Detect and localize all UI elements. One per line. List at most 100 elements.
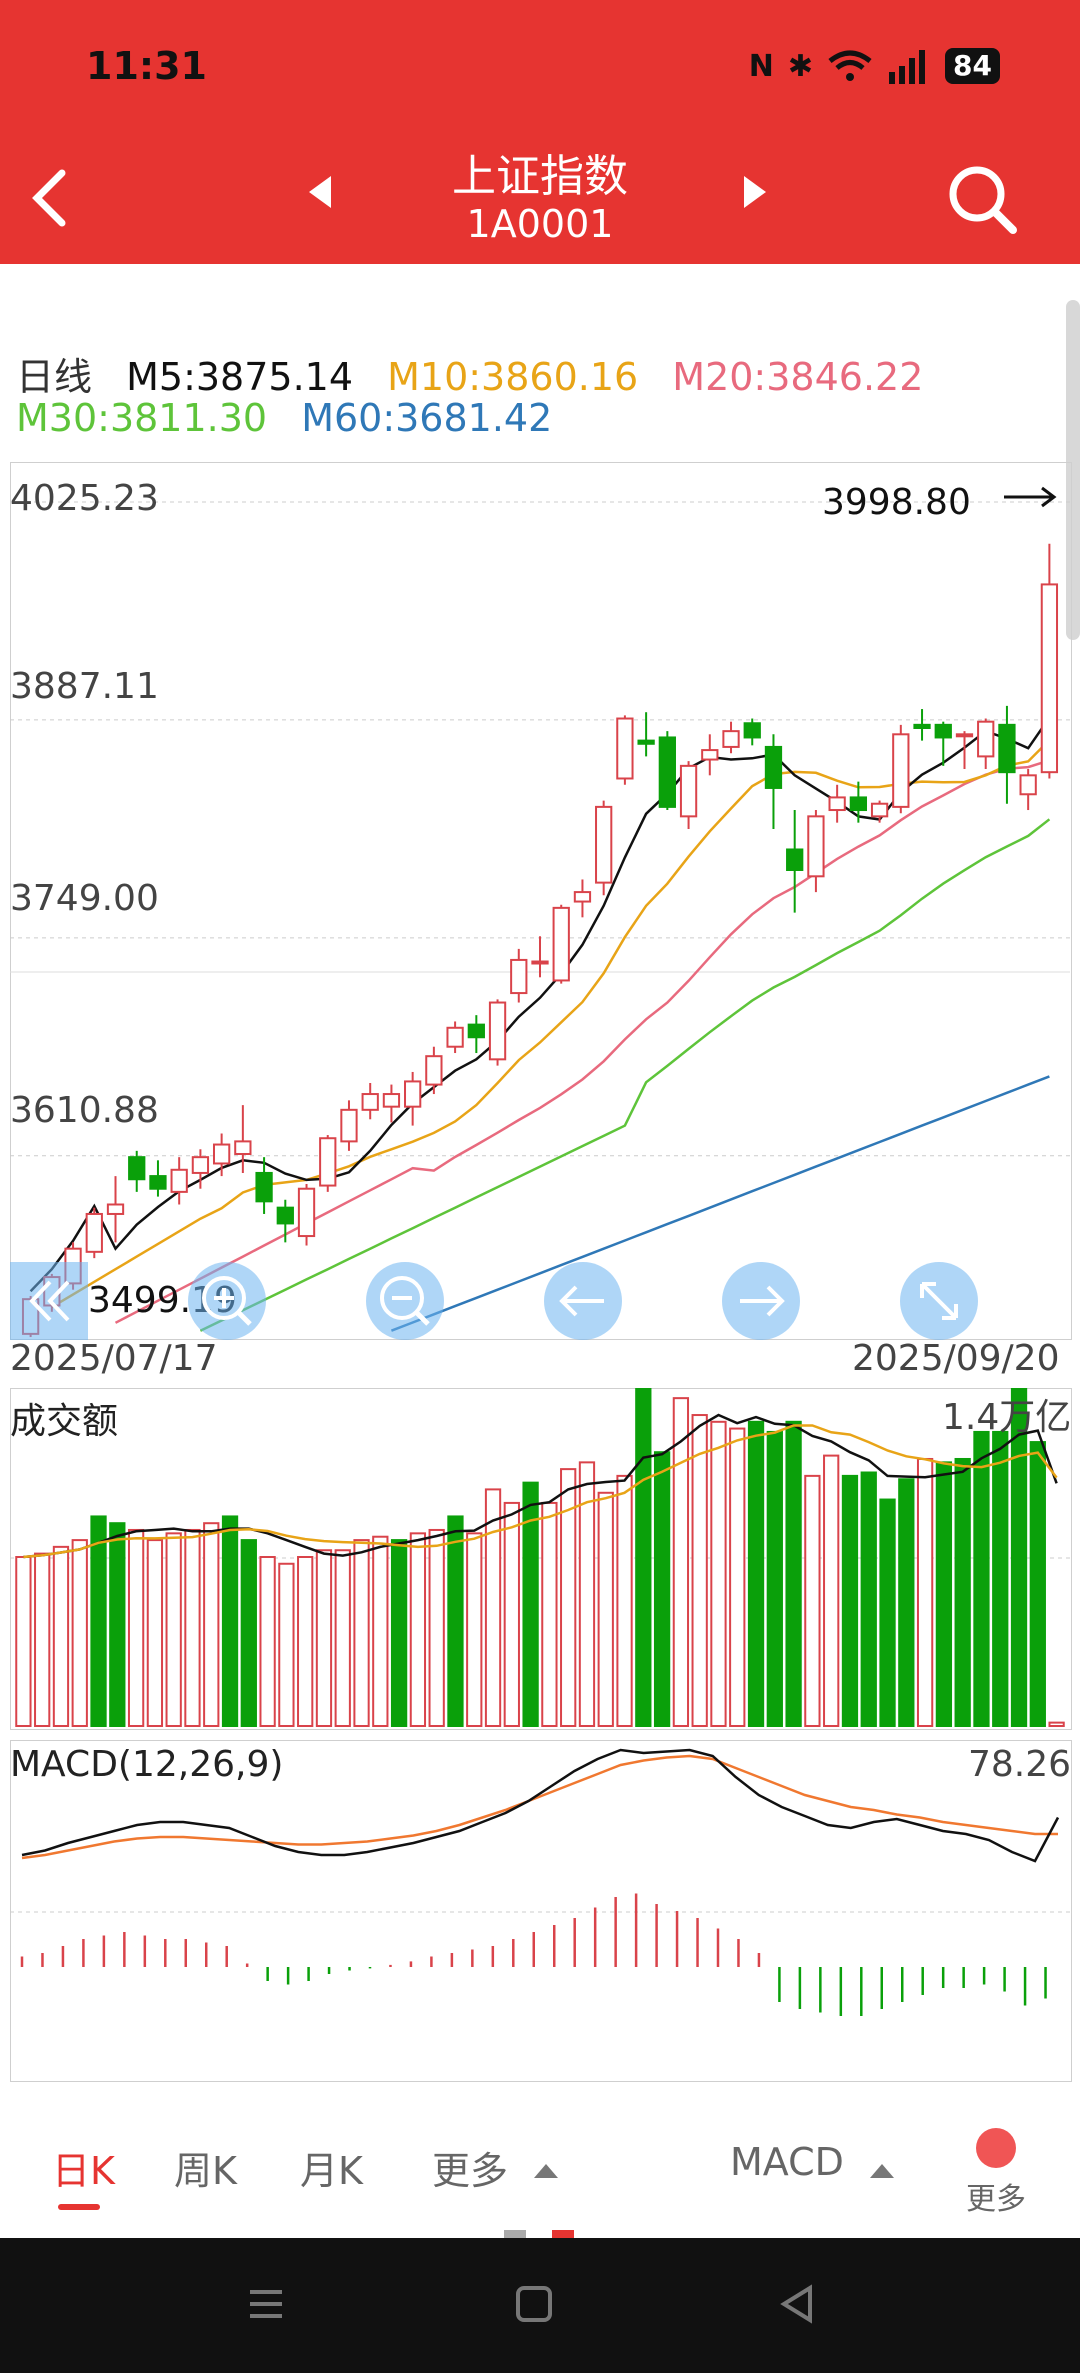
status-icons: N ✱ 84 <box>749 48 1000 84</box>
status-bar: 11:31 N ✱ 84 <box>0 0 1080 140</box>
scrollbar[interactable] <box>1066 300 1080 640</box>
candle-body <box>595 805 613 884</box>
menu-icon[interactable] <box>244 2282 288 2326</box>
zoom-out-button[interactable] <box>366 1262 444 1340</box>
period-tabs: 日K 周K 月K 更多 MACD 更多 <box>0 2110 1080 2240</box>
more-dot-icon[interactable] <box>976 2128 1016 2168</box>
volume-bar <box>560 1468 577 1728</box>
volume-bar <box>616 1474 633 1727</box>
candle-body <box>870 802 889 818</box>
candle-body <box>106 1203 125 1215</box>
bluetooth-icon: ✱ <box>787 48 814 84</box>
prev-stock-button[interactable] <box>305 172 335 212</box>
macd-chart[interactable] <box>10 1740 1070 2080</box>
title-bar: 上证指数 1A0001 <box>0 140 1080 264</box>
volume-bar <box>278 1562 295 1727</box>
fullscreen-button[interactable] <box>900 1262 978 1340</box>
back-nav-icon[interactable] <box>776 2282 820 2326</box>
tab-month-k[interactable]: 月K <box>300 2149 363 2193</box>
zoom-out-icon <box>380 1276 430 1326</box>
volume-bar <box>71 1539 88 1727</box>
wifi-icon <box>828 50 872 81</box>
volume-bar <box>1048 1721 1065 1727</box>
candle-body <box>340 1108 358 1143</box>
candle-body <box>297 1187 316 1238</box>
price-chart[interactable] <box>10 462 1070 1338</box>
volume-bar <box>15 1556 32 1727</box>
candle-body <box>849 796 868 812</box>
system-nav-bar <box>0 2238 1080 2373</box>
high-price-label: 3998.80 <box>822 482 971 523</box>
search-icon[interactable] <box>945 162 1021 238</box>
volume-bar <box>353 1539 370 1727</box>
tab-more[interactable]: 更多 <box>432 2149 509 2193</box>
scroll-left-fast-button[interactable] <box>10 1262 88 1340</box>
macd-max-label: 78.26 <box>968 1744 1072 1785</box>
back-button[interactable] <box>22 158 82 238</box>
volume-bar <box>184 1528 201 1727</box>
candle-body <box>488 1001 507 1061</box>
candle-body <box>170 1168 188 1193</box>
volume-bar <box>334 1549 351 1727</box>
ma60-line <box>390 1075 1050 1332</box>
candle-body <box>828 796 846 812</box>
volume-bar <box>409 1532 427 1727</box>
candle-body <box>234 1140 252 1156</box>
candle-body <box>807 815 825 878</box>
volume-title: 成交额 <box>10 1401 119 1442</box>
volume-bar <box>710 1420 727 1728</box>
macd-chart-frame <box>10 1740 1072 2082</box>
candle-body <box>1040 583 1059 774</box>
nfc-icon: N <box>748 48 774 84</box>
scroll-left-button[interactable] <box>544 1262 622 1340</box>
candle-body <box>255 1171 273 1203</box>
volume-ma10-line <box>23 1424 1058 1559</box>
ma5-value: M5:3875.14 <box>126 355 354 399</box>
candle-body <box>510 958 528 995</box>
volume-bar <box>916 1457 934 1727</box>
candle-body <box>679 764 698 818</box>
ma30-value: M30:3811.30 <box>16 396 268 440</box>
candle-body <box>701 749 719 761</box>
volume-bar <box>785 1420 802 1728</box>
candle-body <box>955 733 974 738</box>
ma20-value: M20:3846.22 <box>672 355 924 399</box>
signal-icon <box>889 50 926 84</box>
status-time: 11:31 <box>86 44 207 88</box>
next-stock-button[interactable] <box>740 172 770 212</box>
volume-bar <box>297 1556 314 1727</box>
more-button-label[interactable]: 更多 <box>966 2182 1026 2217</box>
macd-dea-line <box>21 1754 1058 1860</box>
candle-body <box>913 723 931 729</box>
volume-bar <box>1010 1388 1028 1727</box>
page-indicator <box>504 2230 526 2240</box>
y-label-3: 3749.00 <box>10 878 159 919</box>
volume-bar <box>672 1397 690 1727</box>
candle-body <box>382 1093 401 1108</box>
arrow-left-icon <box>559 1285 604 1317</box>
candle-body <box>212 1143 231 1165</box>
price-chart-frame <box>10 462 1072 1340</box>
candle-body <box>764 745 783 789</box>
home-icon[interactable] <box>512 2282 556 2326</box>
volume-bar <box>109 1522 126 1727</box>
volume-bar <box>90 1515 107 1727</box>
scroll-right-button[interactable] <box>722 1262 800 1340</box>
period-label: 日线 <box>16 355 93 399</box>
volume-bar <box>127 1528 145 1727</box>
tab-day-k[interactable]: 日K <box>52 2149 115 2193</box>
ma10-line <box>51 739 1051 1309</box>
volume-chart[interactable] <box>10 1388 1070 1728</box>
candle-body <box>149 1175 167 1190</box>
tab-week-k[interactable]: 周K <box>174 2149 237 2193</box>
candle-body <box>1019 774 1037 796</box>
y-label-2: 3887.11 <box>10 666 159 707</box>
y-label-1: 4025.23 <box>10 478 159 519</box>
expand-icon <box>920 1282 958 1320</box>
candle-body <box>552 906 570 982</box>
indicator-selector[interactable]: MACD <box>730 2140 844 2184</box>
volume-bar <box>447 1515 464 1727</box>
volume-bar <box>653 1451 671 1727</box>
zoom-in-button[interactable] <box>188 1262 266 1340</box>
volume-bar <box>52 1545 70 1727</box>
